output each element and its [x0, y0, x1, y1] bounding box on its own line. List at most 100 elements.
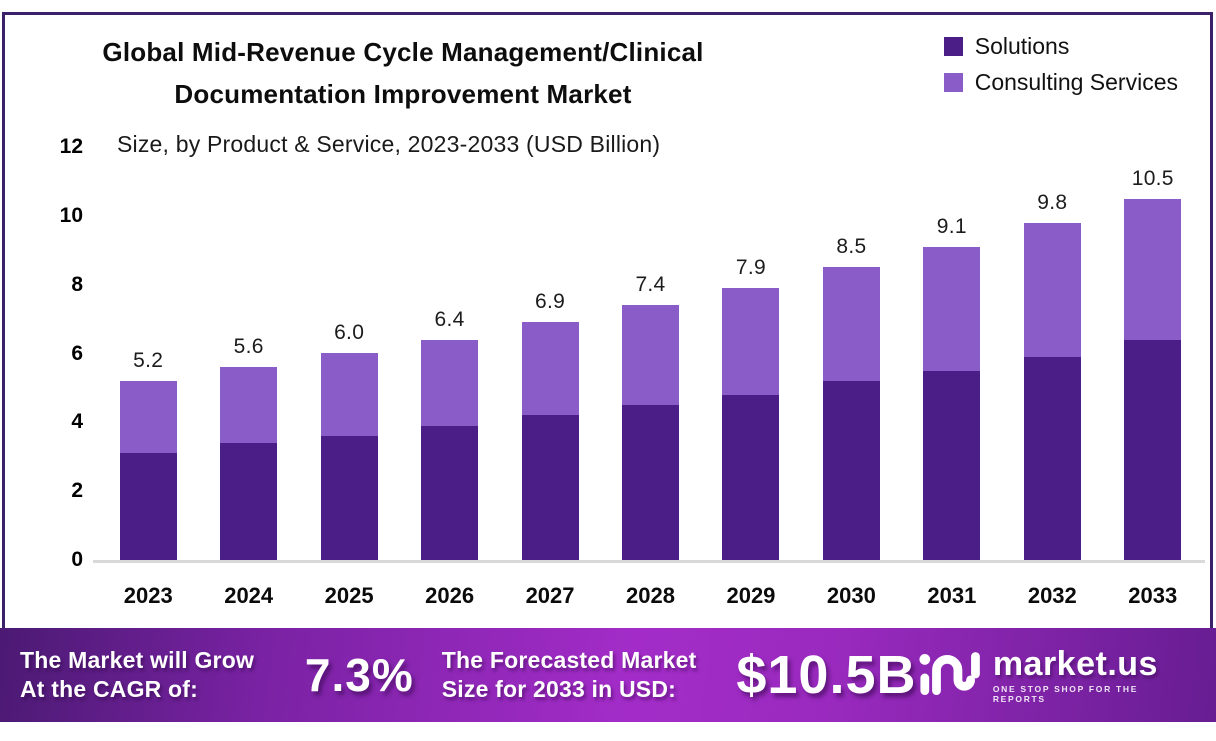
- bar-total-label: 5.6: [233, 335, 264, 358]
- bar-segment-consulting-services: [822, 267, 880, 381]
- bar-total-label: 6.9: [534, 290, 566, 313]
- chart-subtitle: Size, by Product & Service, 2023-2033 (U…: [117, 131, 661, 157]
- stacked-bar: [621, 305, 679, 560]
- bar-segment-solutions: [722, 395, 780, 560]
- bar-segment-solutions: [220, 443, 278, 560]
- bar-group-2028: 7.4: [600, 147, 700, 560]
- forecast-label-line1: The Forecasted Market: [441, 647, 697, 673]
- x-label-2027: 2027: [525, 583, 575, 608]
- bar-group-2033: 10.5: [1103, 147, 1203, 560]
- stacked-bar: [119, 381, 177, 560]
- bar-segment-solutions: [421, 426, 479, 560]
- bar-total-label: 10.5: [1131, 167, 1174, 190]
- x-label-2024: 2024: [224, 583, 274, 608]
- chart-title-line1: Global Mid-Revenue Cycle Management/Clin…: [102, 37, 704, 67]
- chart-title-line2: Documentation Improvement Market: [174, 79, 632, 109]
- footer-banner: The Market will Grow At the CAGR of: 7.3…: [0, 628, 1216, 722]
- bar-segment-consulting-services: [923, 247, 981, 371]
- cagr-label-line1: The Market will Grow: [20, 647, 255, 673]
- forecast-value: $10.5B: [736, 645, 917, 705]
- cagr-value: 7.3%: [304, 649, 414, 701]
- legend: Solutions Consulting Services: [943, 33, 1178, 96]
- y-tick-8: 8: [71, 272, 83, 296]
- bar-group-2024: 5.6: [198, 147, 298, 560]
- bar-total-label: 6.0: [334, 321, 365, 344]
- bar-segment-consulting-services: [119, 381, 177, 453]
- bar-segment-solutions: [923, 371, 981, 560]
- bar-group-2029: 7.9: [701, 147, 801, 560]
- stacked-bar: [1124, 199, 1182, 560]
- bar-segment-consulting-services: [320, 353, 378, 436]
- bar-total-label: 5.2: [133, 349, 164, 372]
- x-label-2025: 2025: [324, 583, 374, 608]
- y-tick-2: 2: [71, 479, 83, 503]
- x-label-2030: 2030: [826, 583, 876, 608]
- chart-card: Global Mid-Revenue Cycle Management/Clin…: [2, 12, 1213, 722]
- stacked-bar: [923, 247, 981, 560]
- bar-segment-consulting-services: [220, 367, 278, 443]
- bar-segment-consulting-services: [521, 322, 579, 415]
- x-axis-baseline: [93, 560, 1205, 563]
- stacked-bar: [1023, 223, 1081, 560]
- bar-segment-solutions: [1124, 340, 1182, 560]
- legend-label: Consulting Services: [974, 69, 1178, 95]
- bar-total-label: 6.4: [434, 308, 465, 331]
- bar-group-2030: 8.5: [801, 147, 901, 560]
- bar-group-2027: 6.9: [500, 147, 600, 560]
- bar-segment-solutions: [621, 405, 679, 560]
- x-axis-labels: 2023 2024 2025 2026 2027 2028 2029 2030 2031 2032…: [98, 583, 1203, 609]
- x-label-2023: 2023: [123, 583, 173, 608]
- bar-group-2031: 9.1: [902, 147, 1002, 560]
- x-label-2031: 2031: [927, 583, 977, 608]
- bar-segment-solutions: [320, 436, 378, 560]
- y-tick-10: 10: [59, 203, 83, 227]
- forecast-label-line2: Size for 2033 in USD:: [441, 676, 677, 702]
- stacked-bar: [421, 340, 479, 560]
- x-label-2028: 2028: [626, 583, 675, 608]
- cagr-label: The Market will Grow At the CAGR of:: [20, 646, 305, 704]
- y-tick-6: 6: [71, 341, 83, 365]
- brand-text: market.us ONE STOP SHOP FOR THE REPORTS: [993, 647, 1190, 704]
- brand-name: market.us: [992, 644, 1158, 683]
- stacked-bar: [722, 288, 780, 560]
- plot-area: 5.2 5.6 6.0 6.4 6.9 7.4 7.9 8.5 9.1 9.8 10.5: [98, 147, 1203, 560]
- bar-group-2032: 9.8: [1002, 147, 1102, 560]
- bar-segment-solutions: [1023, 357, 1081, 560]
- stacked-bar: [320, 353, 378, 560]
- bar-segment-solutions: [822, 381, 880, 560]
- y-tick-0: 0: [71, 548, 83, 571]
- legend-swatch-icon: [943, 73, 963, 92]
- market-us-logo-icon: [918, 652, 980, 695]
- legend-swatch-icon: [943, 37, 963, 56]
- forecast-label: The Forecasted Market Size for 2033 in U…: [442, 646, 737, 704]
- bar-segment-consulting-services: [621, 305, 679, 405]
- bar-total-label: 9.8: [1037, 191, 1068, 214]
- legend-item-solutions: Solutions: [943, 33, 1178, 60]
- y-tick-12: 12: [59, 135, 83, 158]
- bar-group-2025: 6.0: [299, 147, 399, 560]
- x-label-2033: 2033: [1128, 583, 1178, 608]
- brand-logo: market.us ONE STOP SHOP FOR THE REPORTS: [917, 647, 1191, 704]
- y-tick-4: 4: [71, 410, 83, 434]
- bar-segment-consulting-services: [1124, 199, 1182, 340]
- bar-group-2026: 6.4: [399, 147, 499, 560]
- legend-label: Solutions: [974, 33, 1070, 59]
- bar-segment-consulting-services: [722, 288, 780, 395]
- legend-item-consulting-services: Consulting Services: [943, 69, 1178, 96]
- x-label-2029: 2029: [726, 583, 776, 608]
- bar-total-label: 7.4: [635, 273, 666, 296]
- x-label-2032: 2032: [1027, 583, 1077, 608]
- y-axis: 0 2 4 6 8 10 12: [43, 135, 83, 571]
- bar-total-label: 7.9: [735, 256, 766, 279]
- stacked-bar: [521, 322, 579, 560]
- brand-tagline: ONE STOP SHOP FOR THE REPORTS: [992, 683, 1139, 704]
- bar-segment-solutions: [521, 415, 579, 560]
- bar-total-label: 9.1: [936, 215, 967, 238]
- x-label-2026: 2026: [425, 583, 475, 608]
- stacked-bar: [822, 267, 880, 560]
- bar-segment-consulting-services: [421, 340, 479, 426]
- bar-segment-consulting-services: [1023, 223, 1081, 357]
- cagr-label-line2: At the CAGR of:: [20, 676, 199, 702]
- bar-total-label: 8.5: [836, 235, 867, 258]
- chart-title: Global Mid-Revenue Cycle Management/Clin…: [23, 31, 783, 115]
